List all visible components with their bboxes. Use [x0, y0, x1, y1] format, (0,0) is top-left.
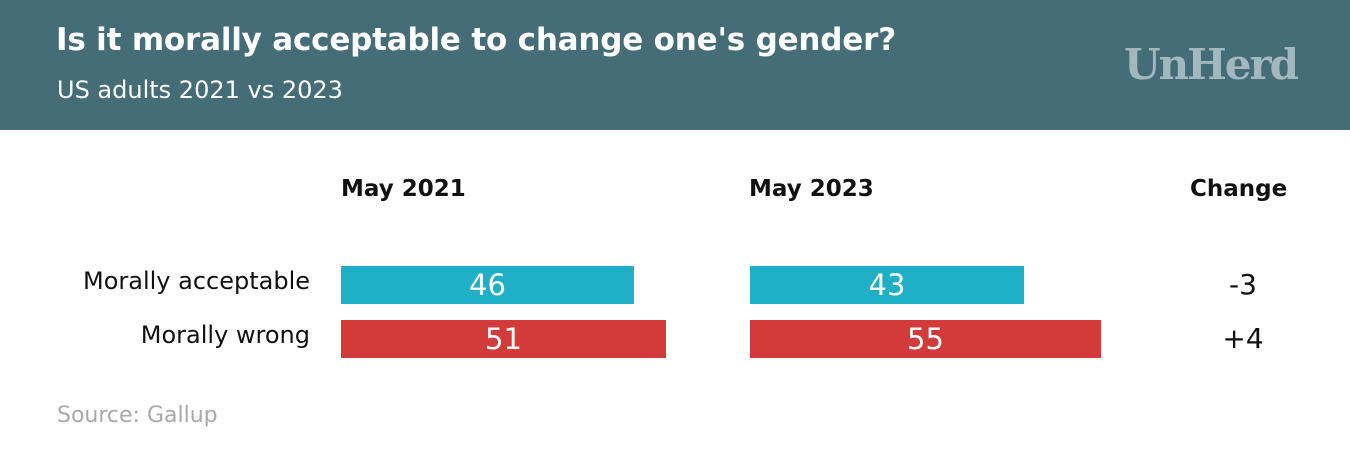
row-label-morally-wrong: Morally wrong [140, 321, 310, 349]
source-note: Source: Gallup [57, 403, 218, 428]
column-header-may-2021: May 2021 [341, 176, 466, 202]
change-value-morally-acceptable: -3 [1229, 268, 1257, 301]
data-label-may-2021-morally-wrong: 51 [485, 322, 522, 356]
chart-header: Is it morally acceptable to change one's… [0, 0, 1350, 130]
bar-may-2023-morally-acceptable: 43 [750, 266, 1024, 304]
column-header-may-2023: May 2023 [749, 176, 874, 202]
column-header-change: Change [1190, 176, 1288, 202]
unherd-logo: UnHerd [1123, 40, 1299, 89]
bar-may-2021-morally-wrong: 51 [341, 320, 666, 358]
bar-may-2021-morally-acceptable: 46 [341, 266, 634, 304]
change-value-morally-wrong: +4 [1222, 322, 1264, 355]
chart-subtitle: US adults 2021 vs 2023 [57, 76, 343, 104]
bar-may-2023-morally-wrong: 55 [750, 320, 1101, 358]
data-label-may-2023-morally-acceptable: 43 [868, 268, 906, 302]
data-label-may-2023-morally-wrong: 55 [907, 322, 944, 356]
row-label-morally-acceptable: Morally acceptable [82, 267, 310, 295]
chart-title: Is it morally acceptable to change one's… [56, 22, 896, 58]
data-label-may-2021-morally-acceptable: 46 [469, 268, 506, 302]
